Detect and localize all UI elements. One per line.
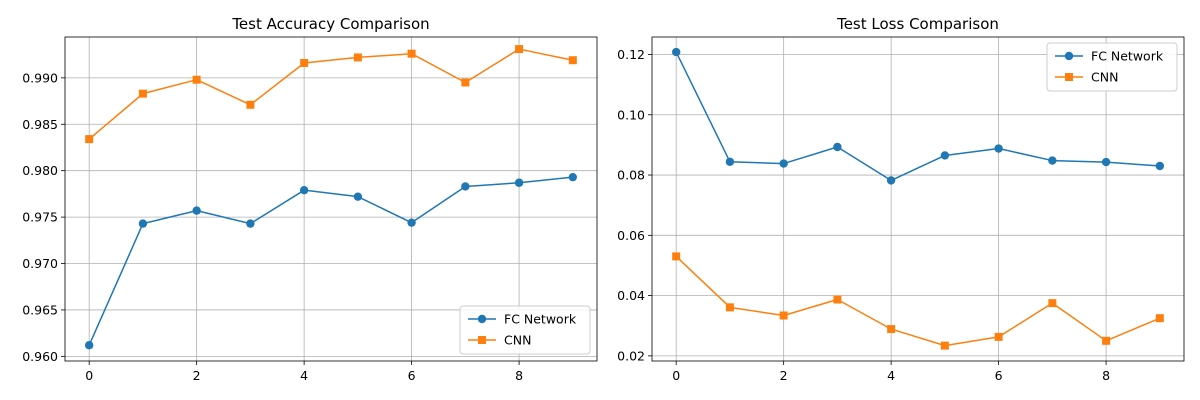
legend: FC Network CNN bbox=[1046, 42, 1178, 92]
y-tick-label: 0.960 bbox=[22, 349, 58, 364]
data-point bbox=[407, 218, 416, 227]
gridlines bbox=[65, 37, 597, 361]
legend-swatch-marker bbox=[477, 314, 487, 324]
data-point bbox=[1102, 336, 1111, 345]
series-1 bbox=[672, 252, 1164, 350]
data-point bbox=[514, 178, 524, 187]
x-tick-label: 2 bbox=[780, 368, 788, 383]
legend-label: FC Network bbox=[1091, 49, 1164, 64]
data-point bbox=[246, 100, 255, 109]
series-line bbox=[675, 255, 1161, 347]
data-point bbox=[568, 56, 577, 65]
data-point bbox=[85, 135, 94, 144]
data-point bbox=[779, 159, 788, 168]
data-point bbox=[192, 75, 201, 84]
x-axis: 0 2 4 6 8 bbox=[85, 361, 523, 383]
y-tick-label: 0.965 bbox=[22, 302, 58, 317]
data-point bbox=[725, 303, 734, 312]
data-point bbox=[886, 176, 896, 185]
data-point bbox=[994, 332, 1003, 341]
data-point bbox=[1048, 299, 1057, 308]
x-tick-label: 6 bbox=[408, 368, 416, 383]
data-point bbox=[300, 58, 309, 67]
data-point bbox=[887, 325, 896, 334]
y-tick-label: 0.12 bbox=[617, 47, 645, 62]
legend-item: FC Network bbox=[1055, 49, 1164, 64]
y-tick-label: 0.06 bbox=[617, 228, 645, 243]
data-point bbox=[1155, 314, 1164, 323]
legend-box bbox=[459, 305, 591, 355]
x-tick-label: 4 bbox=[887, 368, 895, 383]
y-tick-label: 0.970 bbox=[22, 256, 58, 271]
data-point bbox=[353, 192, 363, 201]
y-tick-label: 0.975 bbox=[22, 210, 58, 225]
data-point bbox=[138, 219, 148, 228]
y-tick-label: 0.10 bbox=[617, 107, 645, 122]
data-point bbox=[725, 157, 735, 166]
data-point bbox=[407, 49, 416, 58]
x-tick-label: 0 bbox=[672, 368, 680, 383]
legend-item: FC Network bbox=[468, 312, 577, 327]
legend: FC Network CNN bbox=[459, 305, 591, 355]
series-1 bbox=[85, 45, 577, 144]
data-point bbox=[568, 172, 578, 182]
legend-label: CNN bbox=[1091, 70, 1118, 85]
data-point bbox=[84, 341, 94, 350]
x-tick-label: 6 bbox=[995, 368, 1003, 383]
data-point bbox=[138, 89, 147, 98]
data-point bbox=[940, 151, 950, 160]
x-tick-label: 8 bbox=[1102, 368, 1110, 383]
legend-item: CNN bbox=[1055, 70, 1118, 85]
data-point bbox=[833, 142, 842, 152]
data-point bbox=[246, 219, 255, 228]
series-line bbox=[675, 51, 1160, 182]
chart-title: Test Accuracy Comparison bbox=[231, 15, 429, 33]
data-point bbox=[192, 206, 201, 215]
data-point bbox=[1155, 161, 1165, 171]
x-tick-label: 2 bbox=[193, 368, 201, 383]
data-point bbox=[671, 47, 681, 57]
y-axis: 0.960 0.965 0.970 0.975 0.980 0.985 0.990 bbox=[22, 70, 65, 364]
x-tick-label: 4 bbox=[300, 368, 308, 383]
legend-item: CNN bbox=[468, 333, 531, 348]
legend-box bbox=[1046, 42, 1178, 92]
data-point bbox=[461, 182, 470, 191]
data-point bbox=[353, 53, 362, 62]
legend-label: CNN bbox=[504, 333, 531, 348]
x-tick-label: 0 bbox=[85, 368, 93, 383]
y-tick-label: 0.985 bbox=[22, 117, 58, 132]
chart-title: Test Loss Comparison bbox=[836, 15, 999, 33]
data-point bbox=[515, 45, 524, 54]
legend-swatch-marker bbox=[1064, 51, 1074, 61]
data-point bbox=[940, 341, 949, 350]
data-point bbox=[833, 295, 842, 304]
data-point bbox=[461, 78, 470, 87]
y-tick-label: 0.980 bbox=[22, 163, 58, 178]
series-0 bbox=[671, 47, 1165, 185]
data-point bbox=[1048, 156, 1057, 165]
data-point bbox=[672, 252, 681, 261]
series-line bbox=[88, 176, 573, 346]
series-0 bbox=[84, 172, 578, 350]
legend-label: FC Network bbox=[504, 312, 577, 327]
legend-swatch-marker bbox=[1065, 73, 1073, 81]
x-axis: 0 2 4 6 8 bbox=[672, 361, 1110, 383]
data-point bbox=[299, 185, 309, 195]
y-axis: 0.02 0.04 0.06 0.08 0.10 0.12 bbox=[617, 47, 652, 363]
y-tick-label: 0.08 bbox=[617, 168, 645, 183]
data-point bbox=[1101, 157, 1111, 167]
data-point bbox=[779, 311, 788, 320]
y-tick-label: 0.04 bbox=[617, 288, 645, 303]
y-tick-label: 0.990 bbox=[22, 70, 58, 85]
legend-swatch-marker bbox=[478, 336, 486, 344]
axes-frame bbox=[651, 36, 1185, 362]
series-line bbox=[88, 48, 573, 140]
x-tick-label: 8 bbox=[515, 368, 523, 383]
axes-frame bbox=[64, 36, 598, 362]
y-tick-label: 0.02 bbox=[617, 348, 645, 363]
data-point bbox=[994, 144, 1003, 153]
